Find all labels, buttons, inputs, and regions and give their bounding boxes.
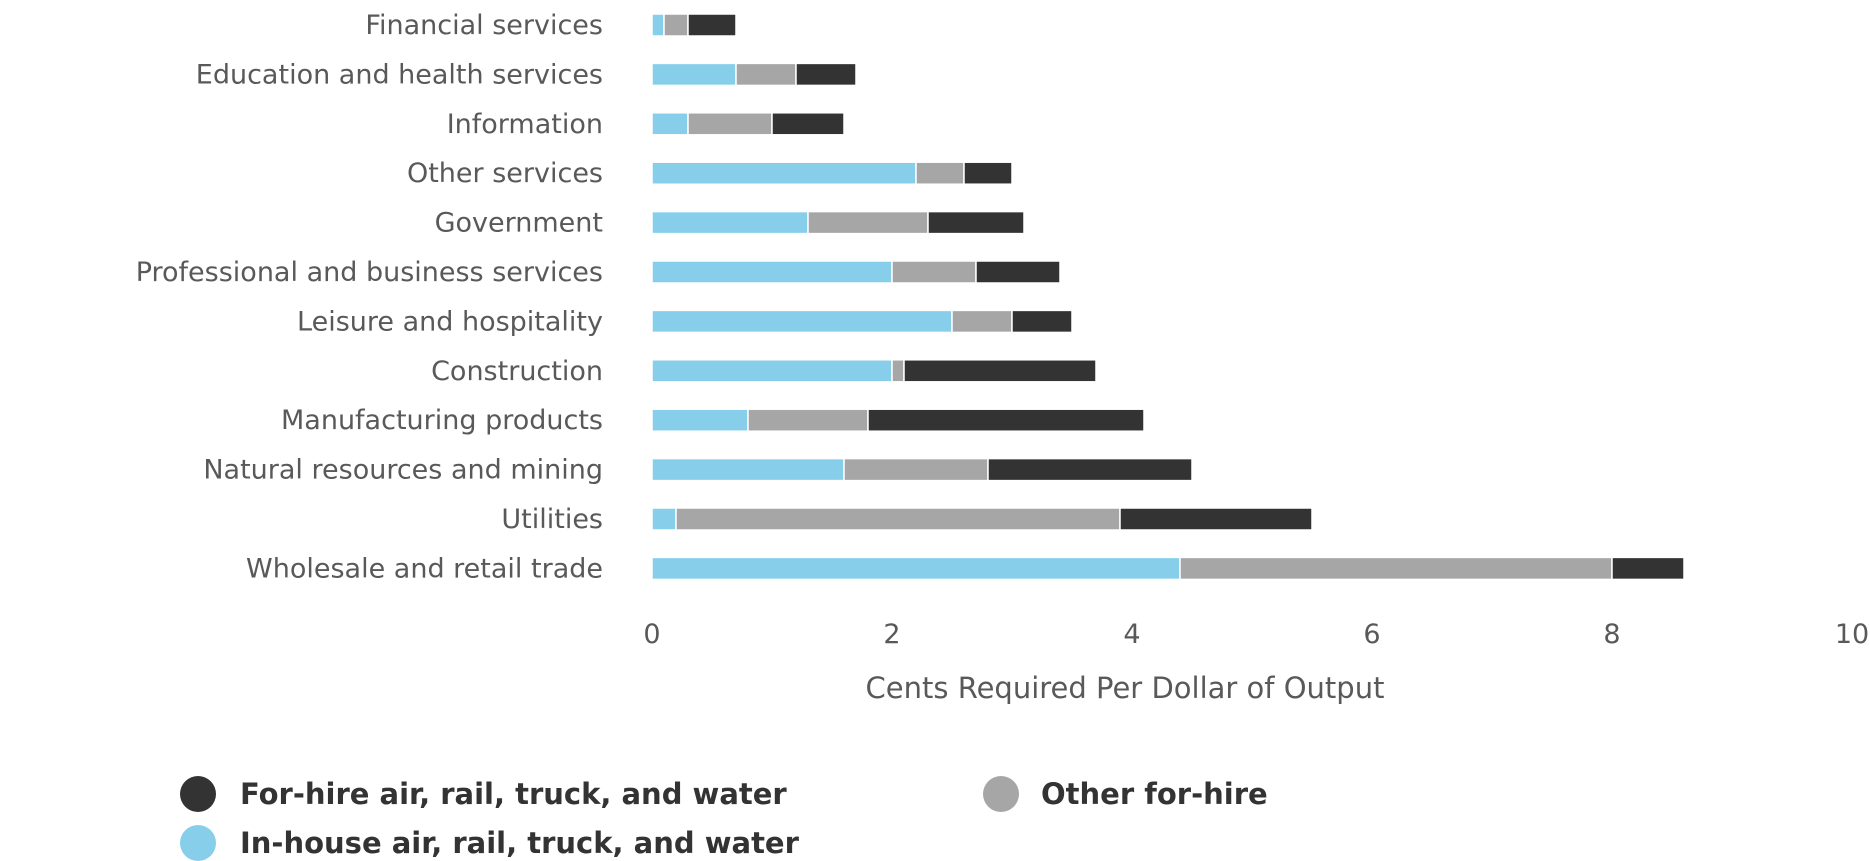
bar-segment: [1179, 556, 1613, 581]
category-label: Education and health services: [196, 59, 603, 90]
bar-segment: [651, 13, 665, 37]
bars: [651, 13, 1685, 581]
category-label: Natural resources and mining: [203, 455, 603, 486]
bar-segment: [1119, 507, 1313, 531]
x-tick-label: 6: [1363, 619, 1380, 650]
bar-segment: [651, 359, 893, 383]
legend-label: Other for-hire: [1041, 777, 1268, 811]
category-label: Other services: [407, 158, 603, 189]
x-tick-label: 8: [1603, 619, 1620, 650]
category-label: Construction: [431, 356, 603, 387]
category-label: Leisure and hospitality: [297, 306, 603, 337]
bar-segment: [915, 161, 965, 185]
x-axis-title: Cents Required Per Dollar of Output: [866, 671, 1385, 705]
bar-segment: [651, 260, 893, 284]
legend-marker: [983, 776, 1019, 812]
category-label: Information: [447, 109, 603, 140]
category-label: Professional and business services: [136, 257, 603, 288]
bar-segment: [651, 408, 749, 432]
bar-segment: [651, 457, 845, 482]
bar-segment: [927, 210, 1025, 235]
bar-segment: [651, 309, 953, 334]
bar-segment: [903, 359, 1097, 383]
x-tick-label: 4: [1123, 619, 1140, 650]
bar-segment: [891, 359, 905, 383]
x-tick-label: 2: [883, 619, 900, 650]
bar-segment: [651, 161, 917, 185]
legend-label: For-hire air, rail, truck, and water: [240, 777, 787, 811]
x-axis-ticks: 0 2 4 6 8 10: [643, 619, 1869, 650]
bar-segment: [651, 62, 737, 87]
bar-segment: [735, 62, 797, 87]
bar-segment: [687, 112, 773, 136]
bar-segment: [651, 210, 809, 235]
category-label: Financial services: [365, 10, 603, 41]
legend-label: In-house air, rail, truck, and water: [240, 826, 800, 860]
category-labels: Financial services Education and health s…: [136, 10, 603, 584]
x-tick-label: 10: [1835, 619, 1869, 650]
bar-segment: [651, 112, 689, 136]
bar-segment: [687, 13, 737, 37]
category-label: Government: [435, 208, 603, 239]
bar-segment: [843, 457, 989, 482]
bar-segment: [651, 507, 677, 531]
bar-segment: [807, 210, 929, 235]
bar-segment: [987, 457, 1193, 482]
category-label: Wholesale and retail trade: [246, 553, 603, 584]
bar-segment: [651, 556, 1181, 581]
bar-segment: [963, 161, 1013, 185]
category-label: Manufacturing products: [281, 405, 603, 436]
legend-marker: [180, 776, 216, 812]
x-tick-label: 0: [643, 619, 660, 650]
bar-segment: [795, 62, 857, 87]
bar-segment: [663, 13, 689, 37]
bar-segment: [951, 309, 1013, 334]
category-label: Utilities: [501, 504, 603, 535]
bar-segment: [747, 408, 869, 432]
legend-marker: [180, 825, 216, 861]
bar-segment: [891, 260, 977, 284]
bar-segment: [1611, 556, 1685, 581]
bar-segment: [771, 112, 845, 136]
bar-segment: [1011, 309, 1073, 334]
bar-segment: [975, 260, 1061, 284]
bar-segment: [675, 507, 1121, 531]
bar-segment: [867, 408, 1145, 432]
legend: For-hire air, rail, truck, and water Othe…: [180, 776, 1268, 861]
